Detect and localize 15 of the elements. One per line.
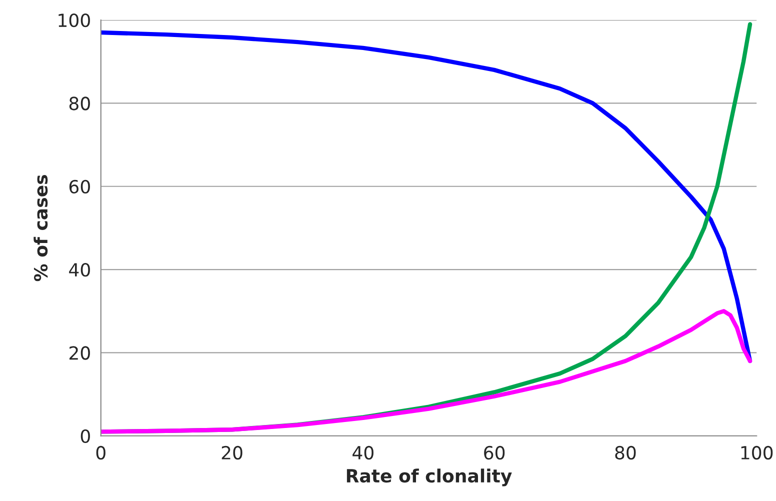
y-tick-label: 60 <box>69 180 90 194</box>
y-tick-label: 80 <box>69 96 90 110</box>
x-tick-label: 60 <box>484 446 505 460</box>
y-tick-label: 40 <box>69 262 90 277</box>
x-tick-label: 20 <box>222 446 242 460</box>
x-tick-label: 0 <box>96 446 106 460</box>
y-tick-label: 0 <box>80 429 90 443</box>
x-tick-label: 40 <box>352 446 374 460</box>
x-tick-label: 100 <box>741 446 773 460</box>
y-axis-title: % of cases <box>34 175 48 282</box>
line-series <box>100 309 752 434</box>
y-tick-label: 20 <box>70 346 90 360</box>
x-tick-label: 80 <box>615 446 636 460</box>
x-axis-title: Rate of clonality <box>346 468 512 486</box>
y-tick-label: 100 <box>58 14 90 28</box>
